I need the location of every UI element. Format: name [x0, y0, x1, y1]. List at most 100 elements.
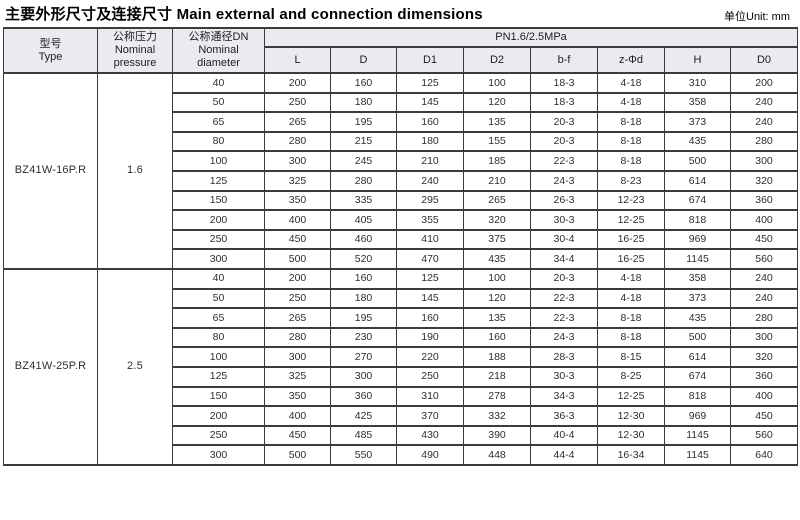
value-zphid: 12-25 [597, 209, 665, 231]
value-bf: 20-3 [530, 111, 598, 133]
value-D0: 240 [729, 267, 799, 290]
dimensions-table: 型号 Type 公称压力 Nominal pressure 公称通径DN Nom… [3, 27, 799, 466]
dn-cell: 250 [172, 228, 265, 251]
value-D1: 160 [396, 111, 464, 133]
value-D0: 560 [729, 424, 799, 447]
value-D0: 400 [729, 209, 799, 231]
value-D1: 430 [396, 424, 464, 447]
value-zphid: 4-18 [597, 267, 665, 290]
dn-cell: 300 [172, 444, 265, 466]
value-H: 969 [664, 228, 731, 251]
value-D: 160 [330, 72, 397, 94]
dn-cell: 80 [172, 326, 265, 349]
dn-cell: 150 [172, 385, 265, 408]
value-D1: 240 [396, 169, 464, 192]
value-D: 195 [330, 111, 397, 133]
value-L: 400 [264, 209, 331, 231]
value-D1: 220 [396, 346, 464, 368]
dn-cell: 65 [172, 307, 265, 329]
value-L: 200 [264, 267, 331, 290]
value-D1: 160 [396, 307, 464, 329]
value-zphid: 12-30 [597, 405, 665, 427]
header-col-L: L [264, 46, 331, 74]
value-D2: 160 [463, 326, 531, 349]
pressure-cell: 2.5 [97, 267, 173, 466]
value-D2: 185 [463, 150, 531, 172]
value-zphid: 4-18 [597, 91, 665, 114]
header-pn-rating: PN1.6/2.5MPa [263, 27, 799, 48]
table-row: 50 250 180 145 120 22-3 4-18 373 240 [4, 287, 799, 310]
value-H: 500 [664, 150, 731, 172]
value-L: 280 [264, 326, 331, 349]
header-col-D: D [330, 46, 397, 74]
header-type: 型号 Type [3, 27, 98, 74]
value-D2: 265 [463, 189, 531, 212]
value-bf: 30-3 [530, 365, 598, 388]
type-cell: BZ41W-16P.R [3, 72, 98, 270]
value-D1: 470 [396, 248, 464, 270]
table-row: 200 400 425 370 332 36-3 12-30 969 450 [4, 405, 799, 427]
table-row: 250 450 460 410 375 30-4 16-25 969 450 [4, 228, 799, 251]
value-bf: 30-3 [530, 209, 598, 231]
value-bf: 20-3 [530, 130, 598, 153]
header-col-bf: b-f [530, 46, 598, 74]
table-row: 150 350 360 310 278 34-3 12-25 818 400 [4, 385, 799, 408]
value-D: 245 [330, 150, 397, 172]
value-D: 405 [330, 209, 397, 231]
value-bf: 22-3 [530, 150, 598, 172]
dn-cell: 65 [172, 111, 265, 133]
value-bf: 36-3 [530, 405, 598, 427]
value-D2: 448 [463, 444, 531, 466]
value-L: 350 [264, 189, 331, 212]
value-D1: 410 [396, 228, 464, 251]
value-D: 520 [330, 248, 397, 270]
dn-cell: 80 [172, 130, 265, 153]
dn-cell: 100 [172, 346, 265, 368]
value-H: 674 [664, 189, 731, 212]
value-L: 450 [264, 228, 331, 251]
value-D0: 240 [729, 111, 799, 133]
value-zphid: 8-25 [597, 365, 665, 388]
value-zphid: 8-18 [597, 111, 665, 133]
value-L: 500 [264, 248, 331, 270]
value-L: 265 [264, 307, 331, 329]
table-row: 80 280 215 180 155 20-3 8-18 435 280 [4, 130, 799, 153]
value-D0: 450 [729, 405, 799, 427]
value-D0: 240 [729, 287, 799, 310]
value-D2: 320 [463, 209, 531, 231]
value-D: 460 [330, 228, 397, 251]
dn-cell: 300 [172, 248, 265, 270]
header-col-D0: D0 [729, 46, 799, 74]
value-H: 435 [664, 130, 731, 153]
table-row: 250 450 485 430 390 40-4 12-30 1145 560 [4, 424, 799, 447]
value-D: 280 [330, 169, 397, 192]
value-D2: 100 [463, 72, 531, 94]
value-zphid: 8-18 [597, 326, 665, 349]
value-L: 250 [264, 91, 331, 114]
value-L: 400 [264, 405, 331, 427]
value-H: 310 [664, 72, 731, 94]
value-H: 373 [664, 111, 731, 133]
table-row: BZ41W-25P.R 2.5 40 200 160 125 100 20-3 4-18 358 2… [3, 267, 799, 466]
pressure-cell: 1.6 [97, 72, 173, 270]
value-D0: 320 [729, 346, 799, 368]
value-D1: 125 [396, 72, 464, 94]
value-H: 373 [664, 287, 731, 310]
value-D0: 560 [729, 248, 799, 270]
value-H: 1145 [664, 444, 731, 466]
dn-cell: 40 [172, 72, 265, 94]
value-D: 335 [330, 189, 397, 212]
page-title: 主要外形尺寸及连接尺寸 Main external and connection… [5, 6, 483, 23]
dn-cell: 125 [172, 365, 265, 388]
dn-cell: 50 [172, 91, 265, 114]
value-D1: 370 [396, 405, 464, 427]
dn-cell: 100 [172, 150, 265, 172]
value-D2: 390 [463, 424, 531, 447]
value-D0: 300 [729, 150, 799, 172]
table-row: 50 250 180 145 120 18-3 4-18 358 240 [4, 91, 799, 114]
value-D: 215 [330, 130, 397, 153]
unit-label: 单位Unit: mm [724, 11, 790, 23]
value-bf: 34-4 [530, 248, 598, 270]
value-D2: 135 [463, 307, 531, 329]
value-D1: 295 [396, 189, 464, 212]
